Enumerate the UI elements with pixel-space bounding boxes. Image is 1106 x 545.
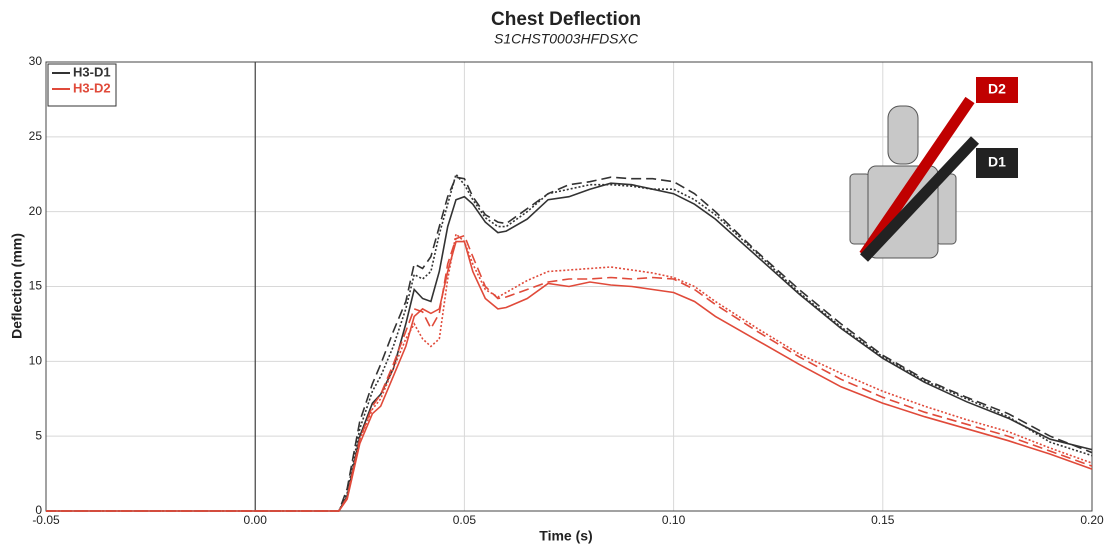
series-line (46, 176, 1093, 512)
y-tick-label: 5 (35, 428, 42, 442)
plot-frame (45, 61, 1093, 512)
y-tick-label: 10 (29, 354, 43, 368)
y-axis-label: Deflection (mm) (9, 233, 25, 339)
legend-label: H3-D2 (73, 80, 111, 95)
series-line (46, 232, 1093, 512)
chart-title: Chest Deflection (491, 9, 641, 30)
x-tick-label: 0.15 (871, 513, 895, 527)
x-tick-label: 0.00 (244, 513, 268, 527)
y-tick-label: 15 (29, 279, 43, 293)
annotation: D2 (988, 81, 1006, 97)
belt-d1 (859, 136, 980, 262)
series-line (46, 172, 1093, 512)
dummy-arm (849, 173, 871, 245)
x-tick-label: 0.20 (1080, 513, 1104, 527)
chart-subtitle: S1CHST0003HFDSXC (494, 31, 639, 47)
annotation: D1 (988, 154, 1006, 170)
lines (46, 172, 1093, 512)
belt-d2 (859, 96, 975, 259)
series-line (46, 182, 1093, 512)
d1-badge (976, 148, 1018, 178)
d2-badge (976, 77, 1018, 103)
series-line (46, 240, 1093, 512)
x-tick-label: -0.05 (32, 513, 60, 527)
dummy-head (887, 105, 919, 165)
belt-diagram: D2 D1 (849, 77, 1018, 262)
series-line (46, 234, 1093, 512)
y-tick-label: 30 (29, 54, 43, 68)
x-tick-label: 0.10 (662, 513, 686, 527)
legend-box (47, 63, 117, 107)
y-tick-label: 25 (29, 129, 43, 143)
y-tick-label: 0 (35, 503, 42, 517)
x-axis-label: Time (s) (539, 528, 592, 544)
legend-label: H3-D1 (73, 64, 111, 79)
x-tick-label: 0.05 (453, 513, 477, 527)
y-tick-label: 20 (29, 204, 43, 218)
